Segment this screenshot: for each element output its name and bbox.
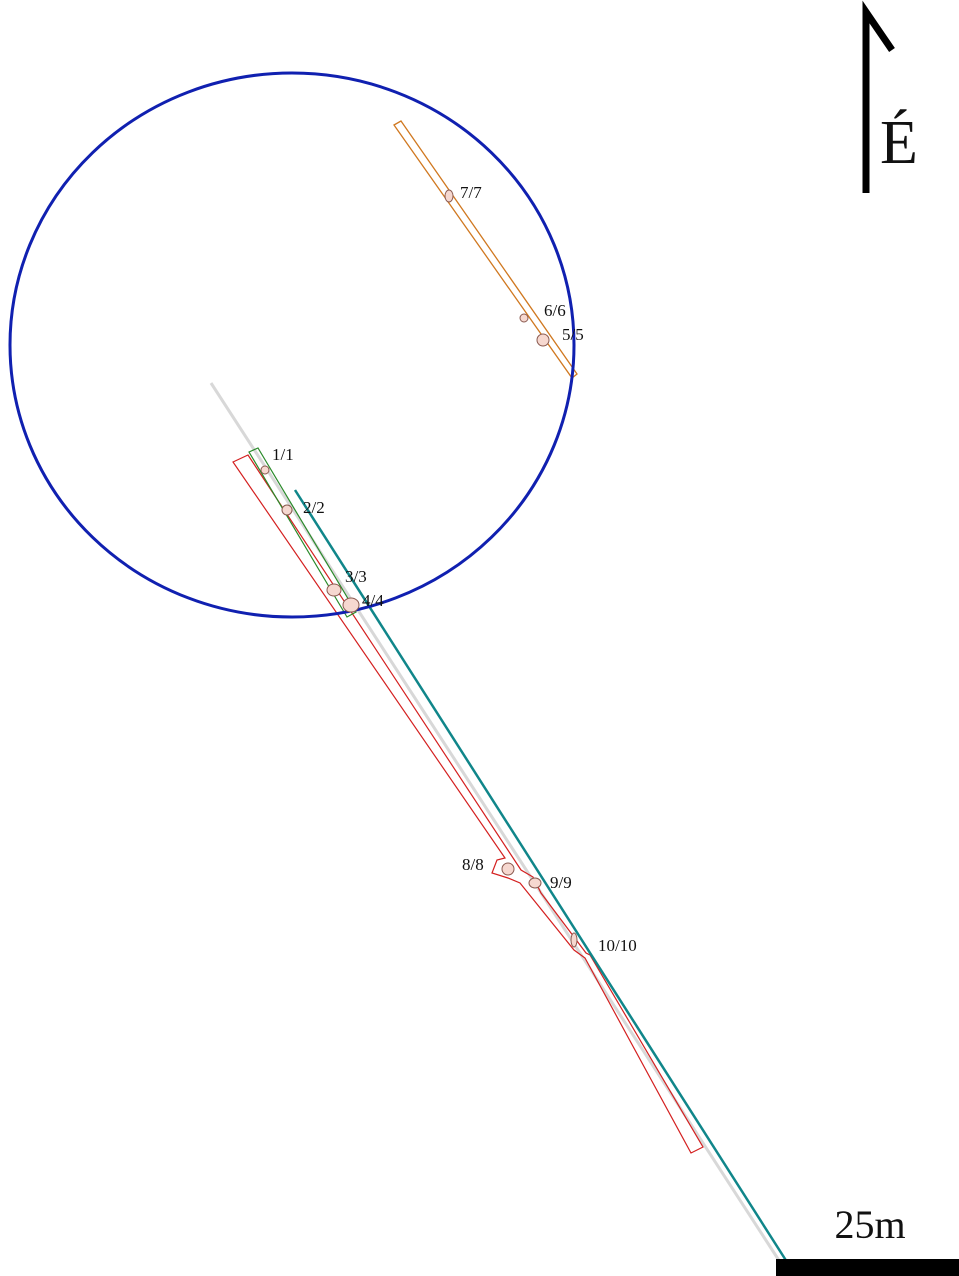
trench-red xyxy=(232,454,704,1154)
north-label: É xyxy=(880,109,918,177)
trench-orange xyxy=(393,120,578,379)
trench-green xyxy=(248,447,357,618)
feature xyxy=(519,313,529,323)
feature xyxy=(536,333,550,347)
feature-label: 7/7 xyxy=(460,183,482,202)
feature xyxy=(260,465,270,475)
feature xyxy=(444,189,454,203)
scale-bar xyxy=(776,1259,959,1276)
feature-label: 5/5 xyxy=(562,325,584,344)
feature-label: 9/9 xyxy=(550,873,572,892)
feature-label: 10/10 xyxy=(598,936,637,955)
feature xyxy=(501,862,515,876)
feature xyxy=(326,583,342,597)
feature xyxy=(342,597,360,613)
path-line xyxy=(209,382,782,1263)
north-arrow xyxy=(862,0,895,193)
feature-label: 4/4 xyxy=(362,591,384,610)
scale-label: 25m xyxy=(834,1202,905,1247)
feature-label: 3/3 xyxy=(345,567,367,586)
feature xyxy=(570,932,578,948)
feature-label: 1/1 xyxy=(272,445,294,464)
feature-label: 6/6 xyxy=(544,301,566,320)
survey-circle xyxy=(8,71,576,619)
feature xyxy=(528,877,542,889)
pipeline-line xyxy=(293,489,789,1263)
feature xyxy=(281,504,293,516)
feature-label: 8/8 xyxy=(462,855,484,874)
feature-label: 2/2 xyxy=(303,498,325,517)
